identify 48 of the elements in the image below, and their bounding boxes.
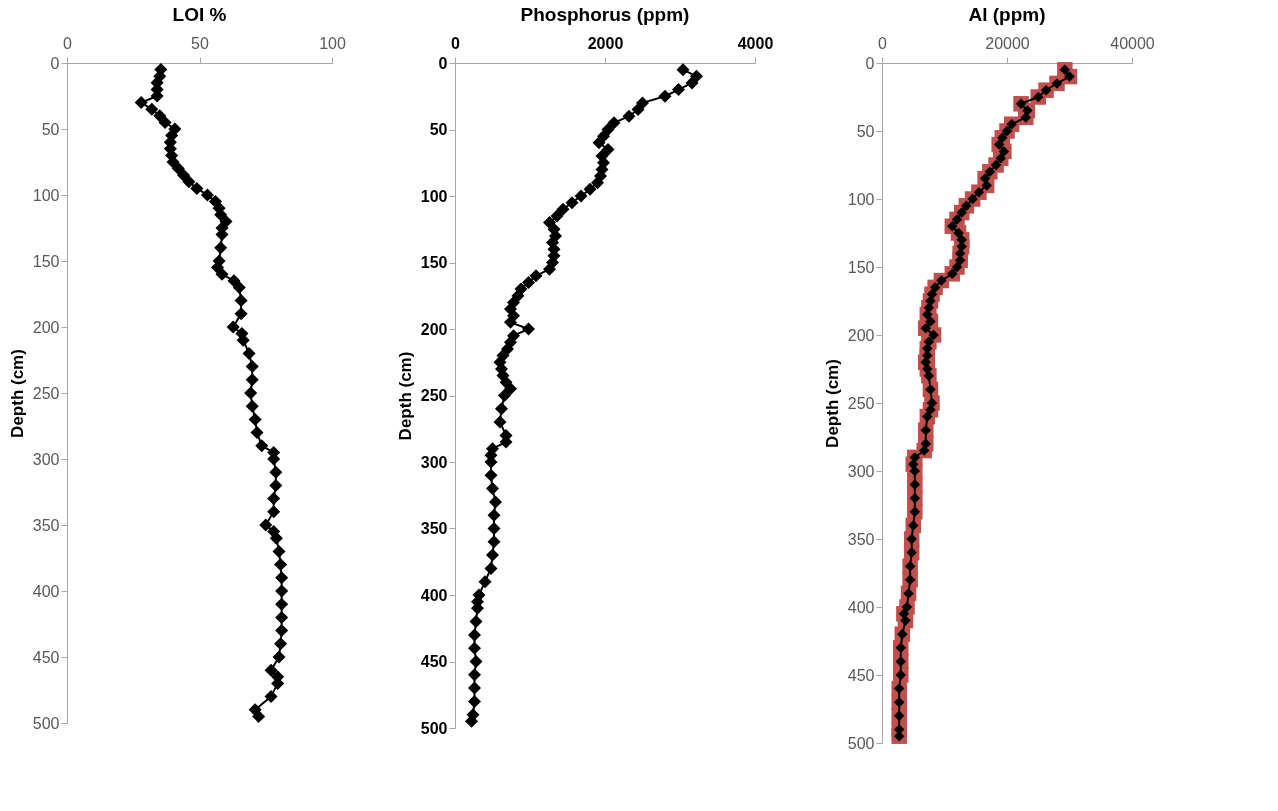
y-tick-label: 300 <box>32 450 60 468</box>
y-tick-label: 0 <box>50 54 60 72</box>
y-tick-label: 350 <box>420 520 448 537</box>
y-tick-label: 250 <box>32 384 60 402</box>
x-tick-label: 40000 <box>1110 34 1155 52</box>
chart-title: Al (ppm) <box>968 4 1046 25</box>
y-tick-label: 100 <box>32 186 60 204</box>
y-tick-label: 100 <box>847 190 875 208</box>
y-tick-label: 500 <box>420 719 448 737</box>
y-tick-label: 0 <box>438 54 448 72</box>
x-tick-label: 2000 <box>587 34 624 52</box>
y-tick-label: 200 <box>420 320 448 338</box>
y-tick-label: 500 <box>847 734 875 752</box>
x-tick-label: 100 <box>319 34 346 52</box>
x-tick-label: 4000 <box>737 34 774 52</box>
y-tick-label: 400 <box>32 582 60 600</box>
y-tick-label: 450 <box>847 666 875 684</box>
y-axis-title: Depth (cm) <box>395 351 415 441</box>
y-tick-label: 300 <box>847 462 875 480</box>
y-tick-label: 450 <box>420 653 448 670</box>
y-tick-label: 150 <box>420 254 448 271</box>
y-tick-label: 350 <box>32 516 60 534</box>
y-tick-label: 450 <box>32 648 60 666</box>
y-tick-label: 350 <box>847 530 875 548</box>
y-tick-label: 150 <box>32 252 60 270</box>
chart-title: LOI % <box>172 4 227 25</box>
x-tick-label: 0 <box>63 34 73 52</box>
y-tick-label: 500 <box>32 714 60 732</box>
y-tick-label: 250 <box>847 394 875 412</box>
y-axis-title: Depth (cm) <box>7 349 27 438</box>
x-tick-label: 0 <box>451 34 461 52</box>
y-tick-label: 0 <box>865 54 875 72</box>
x-tick-label: 0 <box>878 34 888 52</box>
y-tick-label: 400 <box>847 598 875 616</box>
y-tick-label: 200 <box>847 326 875 344</box>
y-tick-label: 400 <box>420 586 448 604</box>
y-tick-label: 300 <box>420 453 448 471</box>
y-tick-label: 200 <box>32 318 60 336</box>
chart-title: Phosphorus (ppm) <box>520 4 690 25</box>
y-tick-label: 150 <box>847 258 875 276</box>
y-tick-label: 50 <box>429 121 448 138</box>
y-axis-title: Depth (cm) <box>822 359 842 448</box>
x-tick-label: 20000 <box>985 34 1030 52</box>
y-tick-label: 100 <box>420 187 448 205</box>
x-tick-label: 50 <box>191 34 209 52</box>
y-tick-label: 50 <box>856 122 875 140</box>
y-tick-label: 50 <box>41 120 60 138</box>
y-tick-label: 250 <box>420 387 448 404</box>
